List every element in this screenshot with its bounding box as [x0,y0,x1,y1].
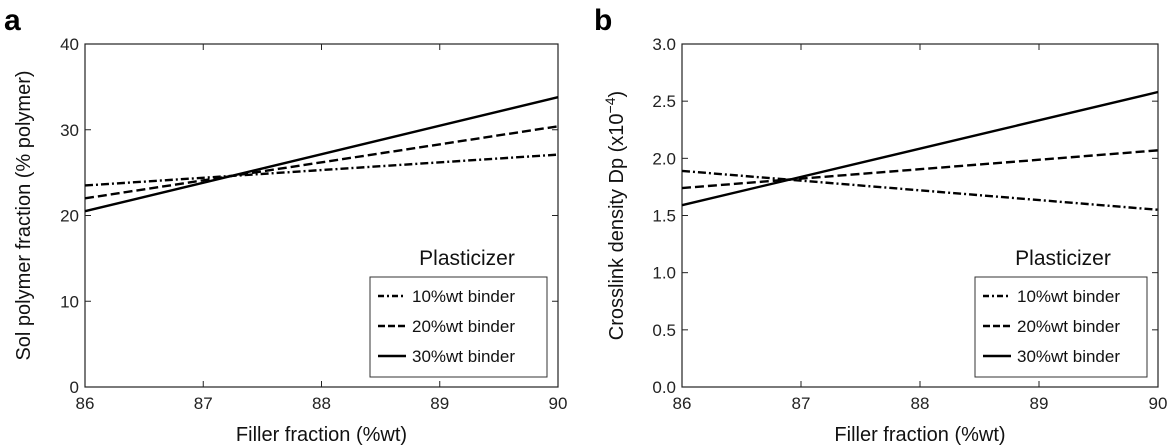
panel-label: b [594,4,612,37]
x-tick-label: 90 [1149,394,1168,413]
y-tick-label: 10 [60,292,79,311]
x-tick-label: 88 [312,394,331,413]
y-tick-label: 30 [60,121,79,140]
series-line [84,153,559,187]
y-tick-label: 0.0 [652,378,676,397]
legend-entry-label: 10%wt binder [412,287,515,306]
x-tick-label: 87 [792,394,811,413]
y-tick-label: 1.0 [652,264,676,283]
series-line [681,169,1159,211]
chart-panel-b: b 86 87 88 89 90 0.0 0.5 1.0 1.5 2.0 2.5 3.0 Filler f… [594,4,1167,446]
x-tick-label: 86 [76,394,95,413]
series-line [681,149,1159,190]
x-tick-label: 87 [194,394,213,413]
legend-entry-label: 20%wt binder [1017,317,1120,336]
y-tick-label: 1.5 [652,207,676,226]
x-axis-label: Filler fraction (%wt) [834,424,1005,446]
y-tick-label: 2.5 [652,92,676,111]
legend: Plasticizer 10%wt binder 20%wt binder 30%wt… [369,247,548,378]
legend-entry-label: 20%wt binder [412,317,515,336]
y-tick-label: 20 [60,207,79,226]
chart-panel-a: a 86 87 88 89 90 0 10 20 30 40 Filler fraction (%wt… [4,4,567,446]
y-tick-label: 3.0 [652,35,676,54]
x-tick-label: 88 [911,394,930,413]
y-tick-label: 2.0 [652,149,676,168]
x-tick-label: 89 [430,394,449,413]
legend-title: Plasticizer [1015,247,1111,270]
series-line [84,95,559,213]
y-tick-label: 0.5 [652,321,676,340]
x-tick-label: 86 [673,394,692,413]
legend-entry-label: 10%wt binder [1017,287,1120,306]
panel-label: a [4,4,21,37]
x-axis-label: Filler fraction (%wt) [236,424,407,446]
y-axis-label: Sol polymer fraction (% polymer) [13,70,35,360]
legend-title: Plasticizer [419,247,515,270]
y-axis-label: Crosslink density Dp (x10−4) [602,91,628,340]
x-tick-label: 90 [549,394,568,413]
y-tick-label: 0 [70,378,79,397]
y-tick-label: 40 [60,35,79,54]
series-line [84,125,559,200]
legend: Plasticizer 10%wt binder 20%wt binder 30%wt… [974,247,1148,378]
x-tick-label: 89 [1030,394,1049,413]
legend-entry-label: 30%wt binder [412,347,515,366]
legend-entry-label: 30%wt binder [1017,347,1120,366]
series-line [681,90,1159,207]
